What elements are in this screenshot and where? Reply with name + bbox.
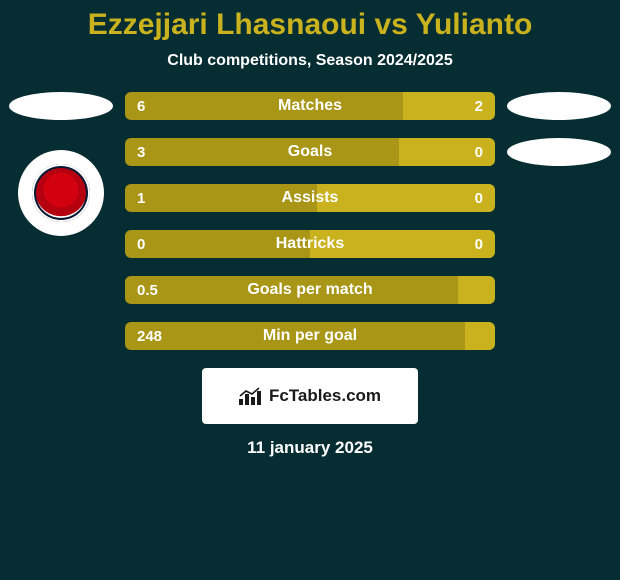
- stat-value-left: 248: [137, 328, 162, 345]
- stat-value-right: 0: [475, 190, 483, 207]
- stat-bar-right: 2: [403, 92, 496, 120]
- stat-bar-left: 0: [125, 230, 310, 258]
- stat-value-left: 6: [137, 98, 145, 115]
- stat-bar-left: 1: [125, 184, 317, 212]
- chart-area: 62Matches30Goals10Assists00Hattricks0.5G…: [0, 92, 620, 458]
- subtitle: Club competitions, Season 2024/2025: [0, 52, 620, 70]
- stat-row: 00Hattricks: [125, 230, 495, 258]
- stat-bar-left: 248: [125, 322, 465, 350]
- stat-bar-right: [458, 276, 495, 304]
- stat-bar-right: [465, 322, 495, 350]
- left-player-badges: [6, 92, 116, 236]
- stat-value-right: 0: [475, 236, 483, 253]
- stat-value-right: 2: [475, 98, 483, 115]
- player-badge-ellipse: [507, 138, 611, 166]
- club-badge: [18, 150, 104, 236]
- fctables-badge[interactable]: FcTables.com: [202, 368, 418, 424]
- stat-row: 0.5Goals per match: [125, 276, 495, 304]
- stat-bar-right: 0: [317, 184, 495, 212]
- stat-row: 30Goals: [125, 138, 495, 166]
- fctables-icon: [239, 387, 261, 405]
- stat-bars: 62Matches30Goals10Assists00Hattricks0.5G…: [125, 92, 495, 350]
- player-badge-ellipse: [507, 92, 611, 120]
- stat-row: 10Assists: [125, 184, 495, 212]
- stat-value-right: 0: [475, 144, 483, 161]
- stat-row: 62Matches: [125, 92, 495, 120]
- club-logo-icon: [32, 164, 90, 222]
- comparison-card: Ezzejjari Lhasnaoui vs Yulianto Club com…: [0, 0, 620, 580]
- stat-value-left: 0.5: [137, 282, 158, 299]
- fctables-label: FcTables.com: [269, 386, 381, 406]
- stat-bar-right: 0: [310, 230, 495, 258]
- stat-bar-left: 6: [125, 92, 403, 120]
- stat-value-left: 3: [137, 144, 145, 161]
- stat-bar-left: 3: [125, 138, 399, 166]
- page-title: Ezzejjari Lhasnaoui vs Yulianto: [0, 0, 620, 42]
- player-badge-ellipse: [9, 92, 113, 120]
- stat-bar-left: 0.5: [125, 276, 458, 304]
- stat-bar-right: 0: [399, 138, 495, 166]
- stat-row: 248Min per goal: [125, 322, 495, 350]
- stat-value-left: 0: [137, 236, 145, 253]
- date-line: 11 january 2025: [0, 438, 620, 458]
- stat-value-left: 1: [137, 190, 145, 207]
- right-player-badges: [504, 92, 614, 166]
